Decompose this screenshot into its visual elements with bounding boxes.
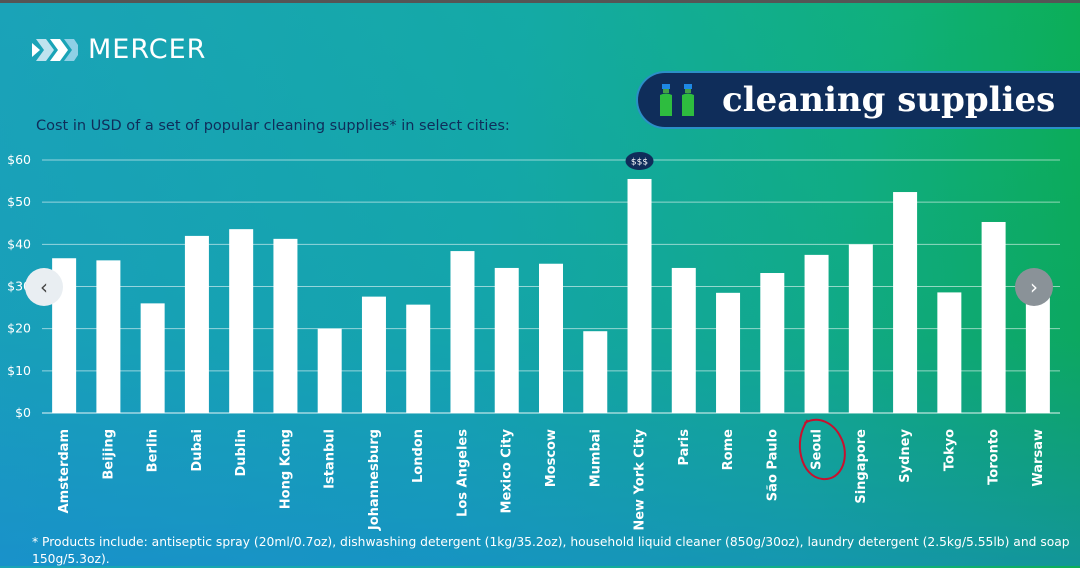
bar-singapore — [848, 244, 873, 413]
bar-moscow — [539, 263, 563, 413]
y-tick-label: $20 — [7, 321, 31, 336]
x-tick-label: Mexico City — [500, 428, 515, 513]
brand-name: MERCER — [88, 34, 207, 65]
bar-seoul — [804, 254, 829, 413]
spray-bottles-icon — [660, 84, 694, 116]
x-tick-label: New York City — [633, 428, 648, 530]
x-tick-label: Tokyo — [942, 429, 957, 471]
bar-london — [406, 304, 431, 413]
bar-sydney — [893, 192, 918, 413]
bar-new-york-city — [627, 178, 652, 413]
y-tick-label: $60 — [7, 152, 31, 167]
y-tick-label: $50 — [7, 194, 31, 209]
hand-drawn-circle-annotation — [799, 418, 846, 481]
x-tick-label: Los Angeles — [455, 429, 470, 517]
top-edge-bar — [0, 0, 1080, 3]
x-tick-label: Amsterdam — [57, 429, 72, 513]
bar-dublin — [229, 229, 254, 413]
price-badge-label: $$$ — [631, 157, 648, 167]
mercer-logo: MERCER — [32, 34, 206, 65]
x-axis-labels: Amsterdam Beijing Berlin Dubai Dublin Hong Ko… — [57, 428, 1046, 531]
carousel-next-button[interactable]: › — [1015, 268, 1053, 306]
bar-mexico-city — [494, 267, 519, 413]
x-tick-label: Rome — [721, 429, 736, 470]
bar-johannesburg — [361, 296, 386, 413]
y-axis-ticks: $0$10$20$30$40$50$60 — [7, 152, 31, 420]
bar-dubai — [184, 235, 209, 413]
bar-beijing — [96, 260, 121, 413]
topic-banner: cleaning supplies — [636, 71, 1080, 129]
bar-istanbul — [317, 328, 342, 413]
bar-warsaw — [1025, 294, 1050, 413]
x-tick-label: Paris — [677, 429, 692, 466]
x-tick-label: Moscow — [544, 429, 559, 487]
y-tick-label: $0 — [15, 405, 31, 420]
banner-title: cleaning supplies — [722, 80, 1056, 120]
chart-title: Cost in USD of a set of popular cleaning… — [36, 118, 510, 134]
x-tick-label: Hong Kong — [278, 429, 293, 509]
x-tick-label: Warsaw — [1031, 429, 1046, 487]
bar-toronto — [981, 221, 1006, 413]
bar-rome — [716, 292, 741, 413]
bar-los-angeles — [450, 251, 475, 413]
bar-mumbai — [583, 331, 608, 413]
x-tick-label: Johannesburg — [367, 429, 382, 531]
x-tick-label: Singapore — [854, 429, 869, 504]
x-tick-label: London — [411, 429, 426, 483]
y-tick-label: $40 — [7, 236, 31, 251]
x-tick-label: Berlin — [146, 429, 161, 472]
x-tick-label: Sydney — [898, 428, 913, 482]
chevron-right-icon: › — [1030, 275, 1038, 299]
x-tick-label: São Paulo — [765, 429, 780, 501]
footnote: * Products include: antiseptic spray (20… — [32, 535, 1070, 566]
x-tick-label: Toronto — [987, 429, 1002, 485]
x-tick-label: Dubai — [190, 429, 205, 472]
bar-chart: $0$10$20$30$40$50$60 $$$ Amsterdam Beijin… — [7, 151, 1060, 531]
price-badge — [625, 151, 654, 170]
x-tick-label: Dublin — [234, 429, 249, 477]
chevron-left-icon: ‹ — [40, 275, 48, 299]
y-tick-label: $10 — [7, 363, 31, 378]
annotations: $$$ — [625, 151, 846, 481]
bar-s-o-paulo — [760, 273, 785, 413]
x-tick-label: Istanbul — [323, 429, 338, 489]
bar-hong-kong — [273, 238, 298, 413]
x-tick-label: Mumbai — [588, 429, 603, 487]
bar-berlin — [140, 303, 165, 413]
x-tick-label: Seoul — [810, 429, 825, 470]
bar-paris — [671, 267, 696, 413]
bars — [52, 178, 1050, 413]
x-tick-label: Beijing — [101, 429, 116, 480]
mercer-chevron-icon — [32, 38, 78, 61]
bar-tokyo — [937, 292, 962, 413]
carousel-prev-button[interactable]: ‹ — [25, 268, 63, 306]
